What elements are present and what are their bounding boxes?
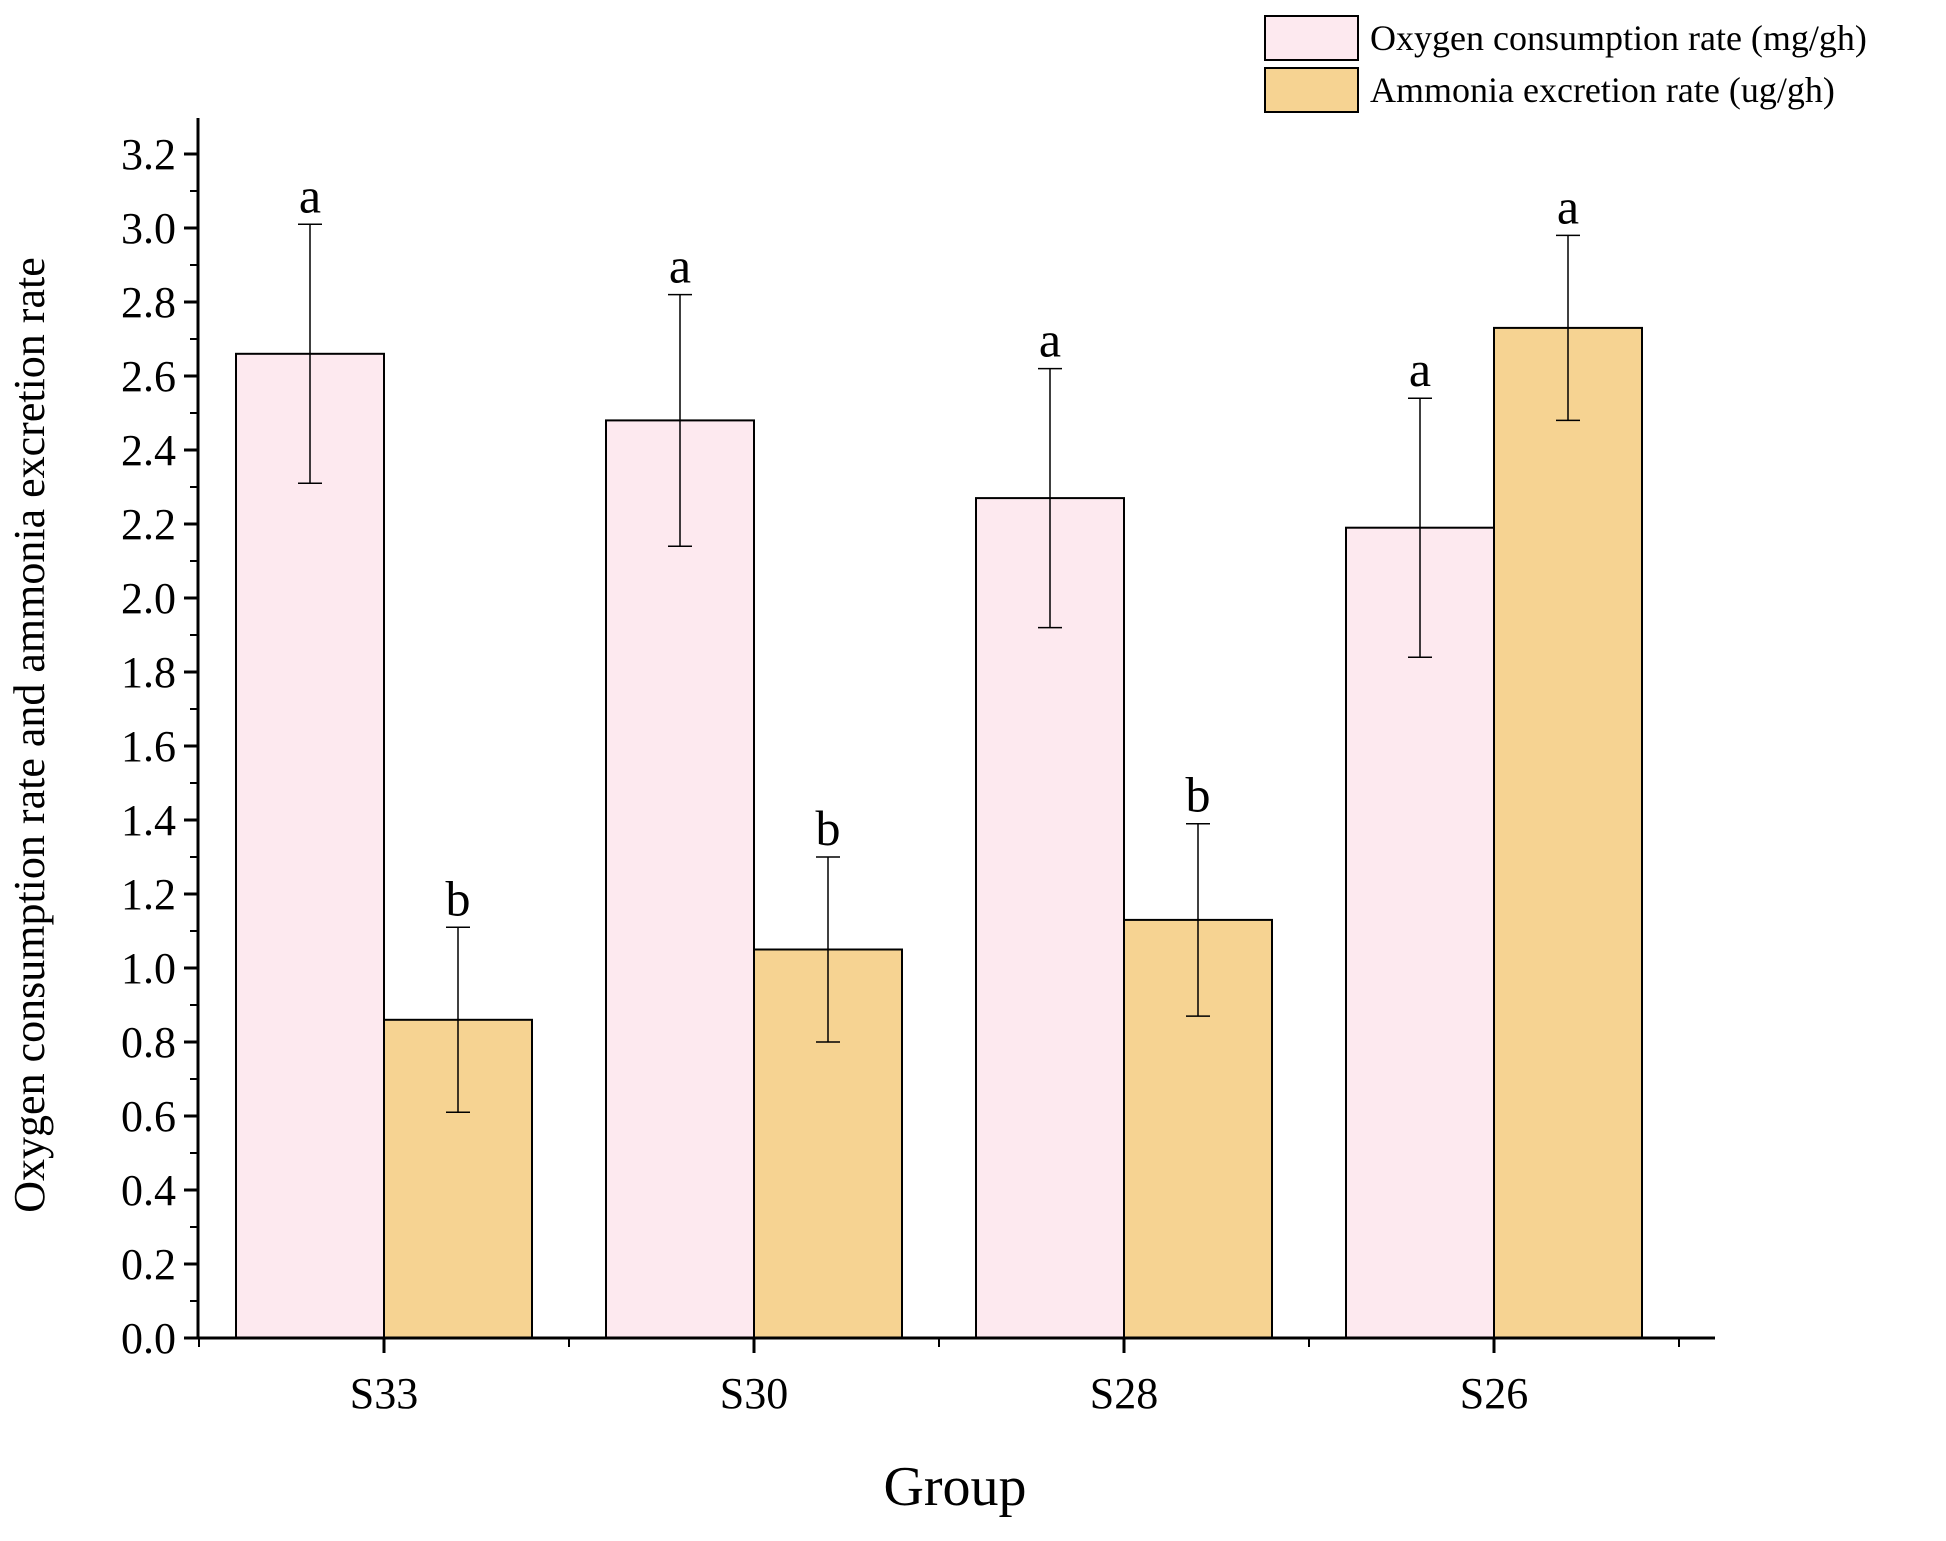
y-tick-label: 1.6 (121, 722, 176, 771)
y-tick-label: 2.2 (121, 500, 176, 549)
legend: Oxygen consumption rate (mg/gh) Ammonia e… (1264, 15, 1867, 113)
legend-swatch-oxygen (1264, 15, 1359, 61)
significance-letter-ammonia-s30: b (816, 800, 841, 856)
bar-oxygen-s33 (235, 352, 385, 1339)
y-tick-label: 1.8 (121, 648, 176, 697)
y-tick-label: 1.0 (121, 944, 176, 993)
y-tick-label: 0.8 (121, 1018, 176, 1067)
significance-letter-ammonia-s28: b (1186, 767, 1211, 823)
bar-ammonia-s26 (1493, 326, 1643, 1339)
y-tick-label: 2.8 (121, 278, 176, 327)
x-tick-label-s26: S26 (1460, 1369, 1528, 1418)
legend-label-ammonia: Ammonia excretion rate (ug/gh) (1370, 70, 1835, 110)
bar-oxygen-s30 (605, 419, 755, 1339)
y-tick-label: 0.6 (121, 1092, 176, 1141)
x-axis-label: Group (883, 1456, 1026, 1518)
y-tick-label: 3.0 (121, 204, 176, 253)
y-tick-label: 0.0 (121, 1314, 176, 1363)
bar-oxygen-s26 (1345, 526, 1495, 1339)
x-tick-label-s30: S30 (720, 1369, 788, 1418)
y-tick-label: 0.2 (121, 1240, 176, 1289)
y-tick-label: 1.4 (121, 796, 176, 845)
significance-letter-ammonia-s33: b (446, 870, 471, 926)
significance-letter-oxygen-s33: a (299, 167, 321, 223)
y-tick-label: 2.4 (121, 426, 176, 475)
y-tick-label: 2.6 (121, 352, 176, 401)
significance-letter-oxygen-s28: a (1039, 312, 1061, 368)
significance-letter-ammonia-s26: a (1557, 178, 1579, 234)
x-tick-label-s33: S33 (350, 1369, 418, 1418)
x-tick-label-s28: S28 (1090, 1369, 1158, 1418)
legend-swatch-ammonia (1264, 67, 1359, 113)
y-tick-label: 1.2 (121, 870, 176, 919)
error-bars-layer (298, 223, 1580, 1114)
significance-letter-oxygen-s26: a (1409, 341, 1431, 397)
axes-layer: 0.0 0.2 0.4 0.6 0.8 1.0 1.2 1.4 1.6 1.8 2.0 2.2 2.4 2… (121, 118, 1715, 1418)
significance-letter-oxygen-s30: a (669, 238, 691, 294)
y-tick-label: 3.2 (121, 130, 176, 179)
y-axis-label: Oxygen consumption rate and ammonia excr… (5, 257, 54, 1212)
significance-letters-layer: a b a b a b a a (299, 167, 1579, 926)
y-tick-label: 0.4 (121, 1166, 176, 1215)
bars-layer (235, 326, 1643, 1340)
legend-label-oxygen: Oxygen consumption rate (mg/gh) (1370, 18, 1867, 58)
y-tick-label: 2.0 (121, 574, 176, 623)
